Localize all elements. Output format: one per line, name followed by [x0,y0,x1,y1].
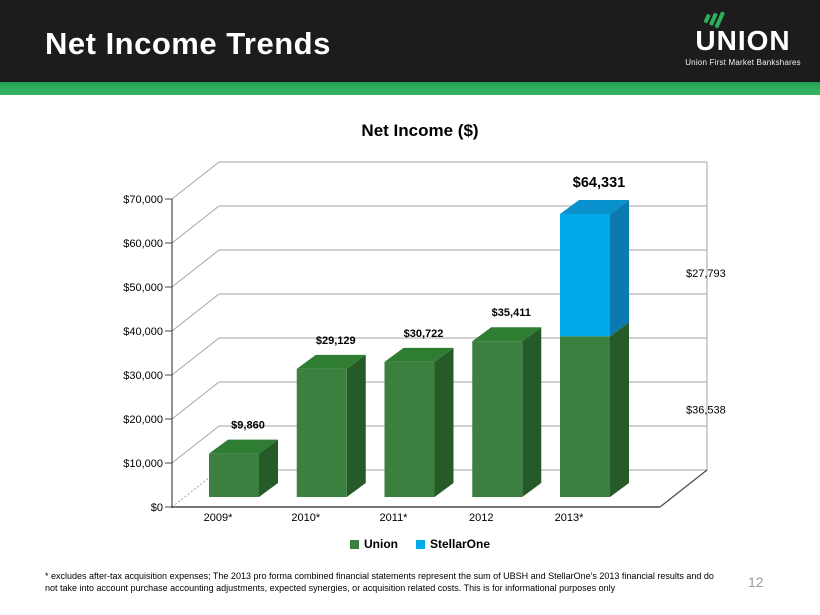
x-category-label: 2013* [555,512,584,524]
bar-2010 [296,354,366,497]
side-wall-gridline [171,205,220,244]
logo-wordmark: UNION [695,25,791,56]
bar-side-Union [259,439,278,497]
y-tick-label: $60,000 [123,238,163,250]
bar-front-Union [209,453,259,497]
y-tick-label: $10,000 [123,458,163,470]
y-tick-label: $20,000 [123,414,163,426]
side-wall-gridline [171,249,220,288]
bar-front-Union [560,336,610,497]
legend-swatch-union [349,539,359,549]
legend-swatch-stellarone [415,539,425,549]
bar-front-Union [296,368,347,497]
side-wall-gridline [171,337,220,376]
bar-value-label: $35,411 [492,307,531,319]
x-category-label: 2011* [380,512,409,524]
side-wall-gridline [171,161,220,200]
page-number: 12 [748,574,764,590]
slide-header: Net Income Trends UNION Union First Mark… [0,0,820,82]
bar-top-Union [472,327,542,342]
page-title: Net Income Trends [45,26,331,61]
y-tick-label: $70,000 [123,194,163,206]
chart-legend: Union StellarOne [0,537,820,551]
legend-label: Union [363,537,398,551]
legend-item-union: Union [349,537,398,551]
bar-top-Union [209,439,278,454]
segment-value-label: $27,793 [686,268,726,280]
side-wall-gridline [171,293,220,332]
bar-top-StellarOne [560,199,629,214]
floor-right-edge [659,469,708,508]
bar-side-Union [610,322,629,497]
y-tick-label: $50,000 [123,282,163,294]
x-category-label: 2009* [204,512,233,524]
legend-item-stellarone: StellarOne [415,537,491,551]
bar-2009 [209,439,278,497]
bar-front-StellarOne [560,213,610,337]
bar-side-Union [522,327,542,497]
x-category-label: 2010* [291,512,320,524]
bar-side-Union [346,354,366,497]
y-tick-label: $30,000 [123,370,163,382]
bar-2012 [472,327,542,497]
footnote-line-1: * excludes after-tax acquisition expense… [45,571,714,581]
chart-title: Net Income ($) [361,121,479,140]
chart: Net Income ($) $0 $10,000 $20,000 $30,000 $4… [0,95,820,565]
bar-value-label: $30,722 [404,328,444,340]
bar-2011 [384,347,454,497]
side-wall-gridline [171,381,220,420]
union-logo: UNION Union First Market Bankshares [676,10,810,67]
bar-2013 [560,199,629,497]
segment-value-label: $36,538 [686,405,726,417]
legend-label: StellarOne [429,537,491,551]
bar-front-Union [384,361,435,497]
bar-top-Union [384,347,454,362]
footnote-line-2: not take into account purchase accountin… [45,582,616,593]
y-tick-label: $40,000 [123,326,163,338]
bar-side-StellarOne [610,199,629,337]
total-value-label: $64,331 [573,175,625,191]
bar-value-label: $9,860 [231,420,265,432]
side-wall-gridline [171,425,220,464]
bar-side-Union [434,347,454,497]
logo-tagline: Union First Market Bankshares [685,58,801,67]
x-category-label: 2012 [469,512,493,524]
y-tick-label: $0 [151,502,163,514]
bar-front-Union [472,341,523,497]
bar-chart-plot: $0 $10,000 $20,000 $30,000 $40,000 $50,000 $60… [123,161,726,524]
green-accent-stripe [0,82,820,95]
footnote: * excludes after-tax acquisition expense… [45,571,735,594]
bar-value-label: $29,129 [316,335,356,347]
bar-top-Union [296,354,366,369]
